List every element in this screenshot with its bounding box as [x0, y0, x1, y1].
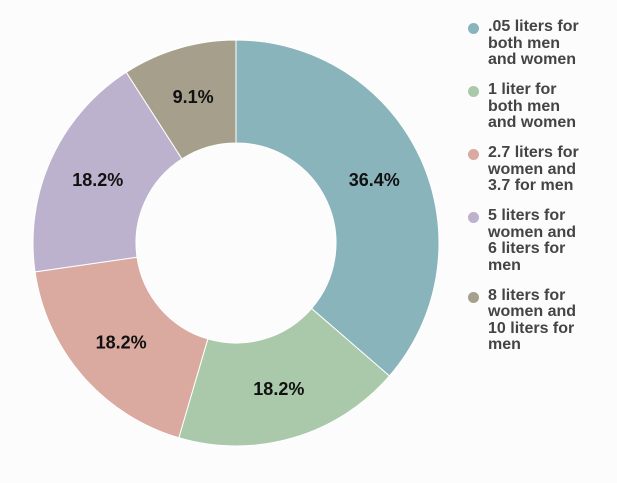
legend-swatch-1	[468, 23, 479, 34]
slice-value-label-2: 18.2%	[253, 379, 304, 399]
donut-slice-1	[235, 39, 440, 377]
donut-chart: 36.4% 18.2% 18.2% 18.2% 9.1%	[32, 39, 440, 447]
legend-item-2: 1 liter for both men and women	[466, 81, 616, 132]
donut-slice-4	[32, 71, 183, 273]
legend-swatch-3	[468, 149, 479, 160]
legend-item-3: 2.7 liters for women and 3.7 for men	[466, 144, 616, 195]
chart-legend: .05 liters for both men and women 1 liter…	[466, 18, 616, 367]
legend-item-1: .05 liters for both men and women	[466, 18, 616, 69]
legend-swatch-4	[468, 212, 479, 223]
donut-slices	[32, 39, 440, 447]
legend-label-2: 1 liter for both men and women	[488, 81, 577, 131]
legend-swatch-5	[468, 291, 479, 303]
legend-label-5: 8 liters for women and 10 liters for men	[488, 286, 577, 353]
slice-value-label-4: 18.2%	[72, 170, 123, 190]
slice-labels: 36.4% 18.2% 18.2% 18.2% 9.1%	[72, 87, 400, 399]
slice-value-label-5: 9.1%	[173, 87, 214, 107]
legend-label-3: 2.7 liters for women and 3.7 for men	[488, 144, 579, 194]
slice-value-label-3: 18.2%	[96, 333, 147, 353]
donut-slice-3	[34, 256, 209, 439]
legend-item-5: 8 liters for women and 10 liters for men	[466, 286, 616, 354]
donut-slice-5	[125, 39, 237, 160]
slice-value-label-1: 36.4%	[349, 170, 400, 190]
legend-item-4: 5 liters for women and 6 liters for men	[466, 207, 616, 274]
legend-swatch-2	[468, 86, 479, 97]
donut-slice-2	[178, 307, 391, 447]
legend-label-4: 5 liters for women and 6 liters for men	[488, 207, 577, 274]
legend-label-1: .05 liters for both men and women	[488, 18, 579, 68]
